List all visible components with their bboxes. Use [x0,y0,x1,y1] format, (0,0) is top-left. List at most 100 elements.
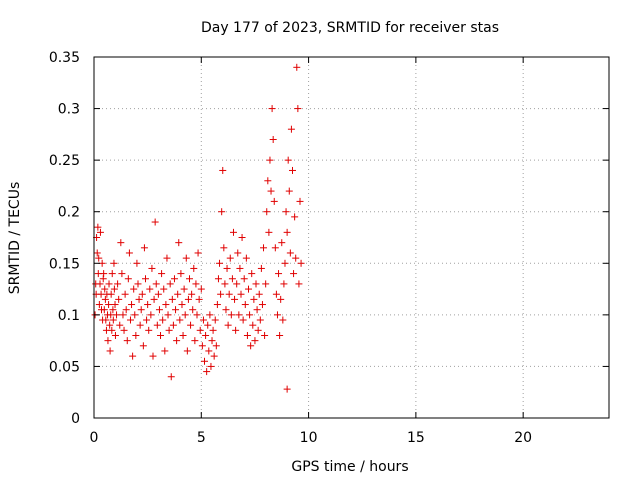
data-point [174,290,182,298]
data-point [273,311,281,319]
data-point [142,275,149,283]
data-point [154,290,162,298]
data-point [252,280,260,288]
data-point [284,156,292,164]
data-point [101,285,109,293]
data-point [177,270,185,278]
x-tick-label: 15 [407,430,425,446]
data-point [173,337,181,345]
data-point [241,301,249,309]
data-point [146,285,154,293]
data-point [239,316,247,324]
data-point [218,208,226,216]
data-point [251,337,259,345]
data-point [178,301,186,309]
y-tick-label: 0.2 [58,205,80,221]
data-point [198,342,206,350]
data-point [129,352,137,360]
data-point [194,249,202,257]
data-point [143,316,151,324]
data-point [217,290,225,298]
data-point [109,306,117,314]
x-tick-label: 10 [300,430,318,446]
x-tick-label: 0 [90,430,99,446]
chart-title: Day 177 of 2023, SRMTID for receiver sta… [201,20,499,36]
data-point [203,368,211,376]
data-point [226,254,234,262]
data-point [250,295,258,303]
data-point [164,311,172,319]
data-point [144,301,152,309]
data-point [161,347,169,355]
data-point [162,301,170,309]
data-point [260,244,268,252]
data-point [207,362,215,370]
y-tick-label: 0.3 [58,102,80,118]
data-point [202,331,210,339]
data-point [247,342,255,350]
data-point [149,352,157,360]
data-point [258,301,266,309]
data-point [188,290,196,298]
data-point [270,197,278,205]
data-point [132,331,140,339]
data-point [197,285,205,293]
data-point [166,280,174,288]
data-point [187,321,195,329]
data-point [145,326,153,334]
data-point [96,228,104,236]
data-point [191,337,199,345]
data-point [228,275,236,283]
data-point [281,259,289,267]
data-point [185,275,193,283]
data-point [265,228,273,236]
data-point [135,295,143,303]
data-point [131,311,139,319]
data-point [248,270,256,278]
data-point [121,290,129,298]
data-point [297,259,305,267]
data-point [111,331,119,339]
data-point [151,218,159,226]
data-point [152,280,160,288]
data-point [229,228,237,236]
data-point [130,285,138,293]
data-point [208,337,216,345]
data-point [267,187,275,195]
data-point [101,295,109,303]
data-point [246,311,254,319]
data-point [249,321,257,329]
data-point [282,208,290,216]
data-point [235,311,243,319]
data-point [148,264,156,272]
data-point [286,249,294,257]
data-point [295,280,303,288]
data-point [111,301,119,309]
data-point [237,290,245,298]
data-point [118,270,126,278]
data-point [283,228,291,236]
data-point [168,295,176,303]
data-point [134,280,142,288]
data-point [206,311,214,319]
data-point [96,280,104,288]
data-point [296,197,304,205]
y-tick-label: 0.05 [49,359,80,375]
data-point [140,244,148,252]
data-point [115,295,123,303]
data-point [123,337,131,345]
data-point [222,306,230,314]
data-point [172,306,180,314]
data-point [238,234,246,241]
data-point [100,306,108,314]
data-point [290,270,298,278]
data-point [231,295,239,303]
data-point [243,331,251,339]
data-point [276,331,284,339]
data-point [167,373,175,381]
data-point [214,275,222,283]
data-point [138,290,146,298]
data-point [224,321,232,329]
data-point [201,357,209,365]
data-point [102,316,110,324]
